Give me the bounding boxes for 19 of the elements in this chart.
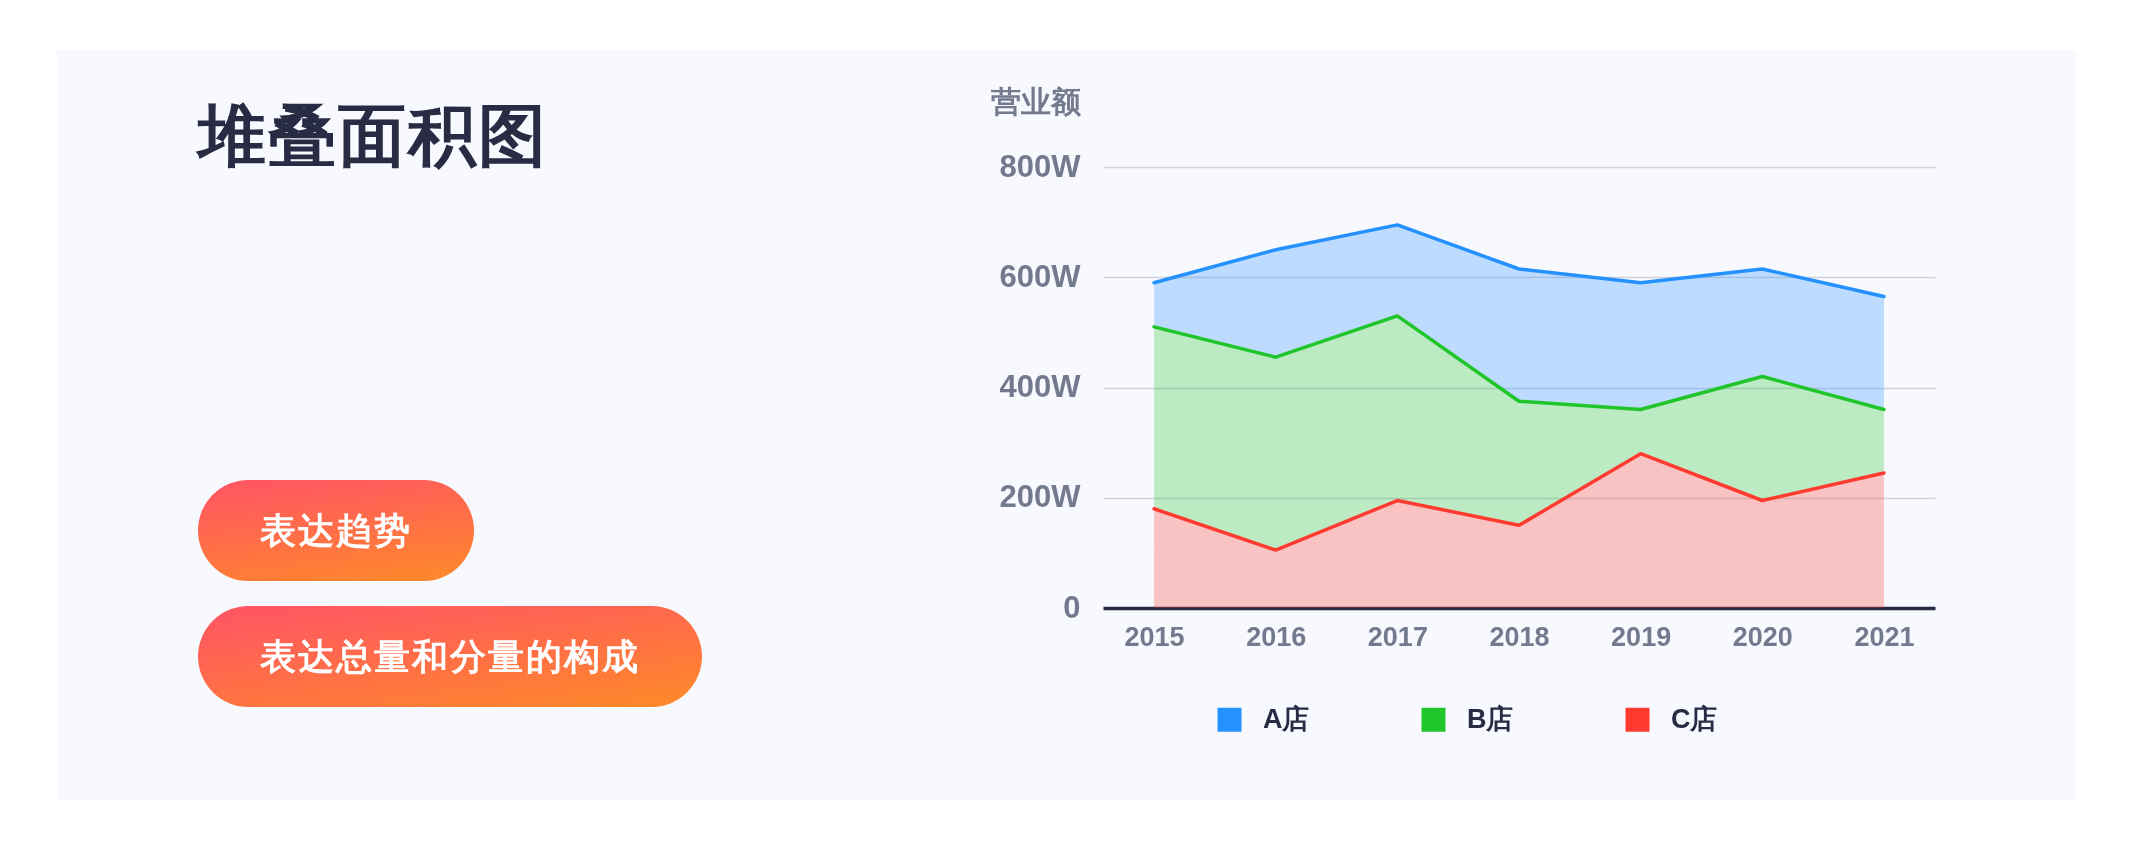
x-tick-label: 2021 bbox=[1854, 621, 1915, 652]
y-tick-label: 400W bbox=[999, 369, 1082, 404]
x-tick-label: 2018 bbox=[1489, 621, 1550, 652]
text: 堆叠面积图 bbox=[198, 97, 548, 173]
x-tick-label: 2020 bbox=[1732, 621, 1793, 652]
legend-label: A店 bbox=[1263, 703, 1310, 734]
y-tick-label: 200W bbox=[999, 479, 1082, 515]
y-axis-title: 营业额 bbox=[990, 84, 1081, 118]
x-tick-label: 2015 bbox=[1124, 621, 1185, 652]
x-tick-label: 2017 bbox=[1367, 621, 1428, 652]
x-tick-label: 2019 bbox=[1611, 621, 1672, 652]
pill-badge: 表达趋势 bbox=[198, 480, 474, 581]
x-tick-label: 2016 bbox=[1246, 621, 1307, 652]
y-tick-label: 0 bbox=[1063, 589, 1081, 625]
pill-badge: 表达总量和分量的构成 bbox=[198, 606, 702, 707]
legend-label: C店 bbox=[1671, 703, 1718, 734]
y-tick-label: 800W bbox=[999, 148, 1082, 184]
legend-label: B店 bbox=[1467, 703, 1514, 734]
y-tick-label: 600W bbox=[999, 258, 1082, 294]
